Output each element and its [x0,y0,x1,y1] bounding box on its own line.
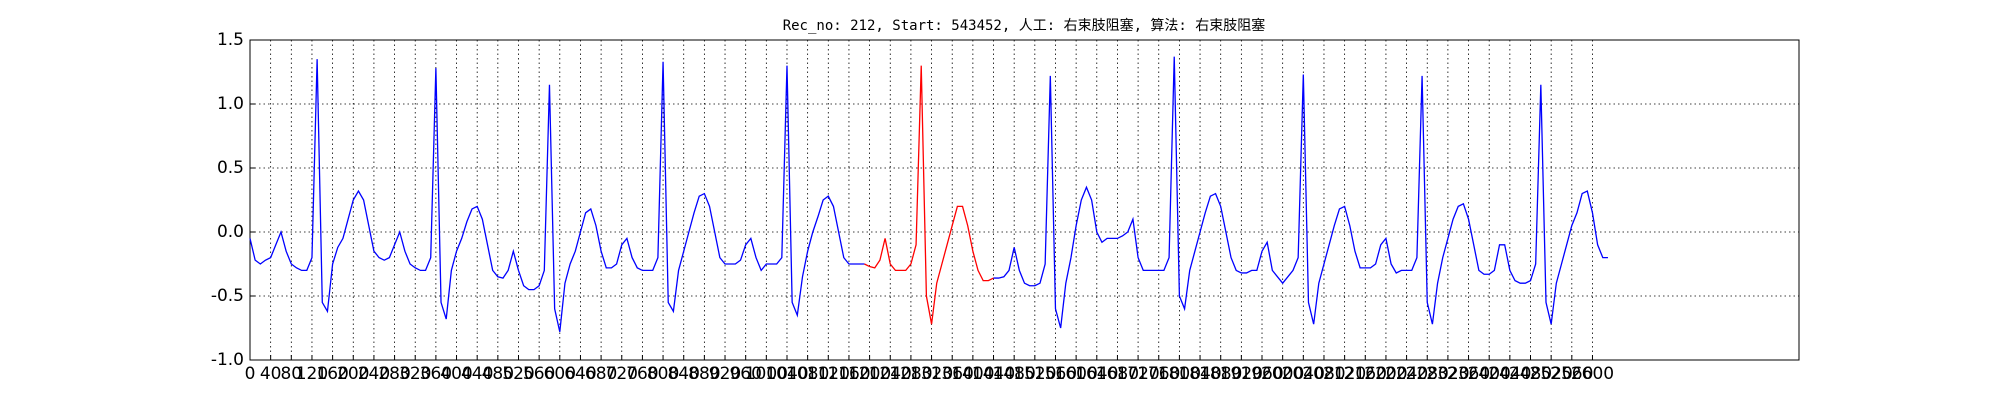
x-tick-label: 2120 [1323,364,1366,384]
x-tick-label: 2200 [1364,364,1407,384]
x-tick-label: 360 [420,364,452,384]
x-tick-label: 2280 [1406,364,1449,384]
x-tick-label: 1560 [1034,364,1077,384]
x-tick-label: 280 [378,364,410,384]
x-tick-label: 1480 [993,364,1036,384]
x-tick-label: 600 [544,364,576,384]
x-tick-label: 2440 [1488,364,1531,384]
x-tick-label: 1160 [827,364,870,384]
x-tick-label: 80 [280,364,302,384]
y-tick-label: -1.0 [211,350,244,370]
x-tick-label: 2560 [1550,364,1593,384]
x-tick-label: 1680 [1096,364,1139,384]
x-tick-label: 0 [245,364,256,384]
x-tick-label: 1960 [1240,364,1283,384]
x-tick-label: 1120 [807,364,850,384]
x-tick-label: 880 [688,364,720,384]
x-tick-label: 1800 [1158,364,1201,384]
x-tick-label: 1520 [1013,364,1056,384]
x-tick-label: 160 [316,364,348,384]
x-tick-label: 760 [626,364,658,384]
y-tick-label: 0.5 [217,158,244,178]
x-tick-label: 480 [482,364,514,384]
y-tick-label: -0.5 [211,286,244,306]
x-tick-label: 400 [440,364,472,384]
x-tick-label: 840 [667,364,699,384]
x-tick-label: 1760 [1137,364,1180,384]
x-tick-label: 1360 [931,364,974,384]
x-tick-label: 240 [358,364,390,384]
x-tick-label: 120 [296,364,328,384]
x-tick-label: 2400 [1468,364,1511,384]
x-tick-label: 1320 [910,364,953,384]
x-tick-label: 640 [564,364,596,384]
x-tick-label: 40 [260,364,282,384]
x-tick-label: 1920 [1220,364,1263,384]
x-tick-label: 560 [523,364,555,384]
x-tick-label: 2040 [1282,364,1325,384]
x-tick-label: 1240 [869,364,912,384]
x-tick-label: 2520 [1530,364,1573,384]
x-tick-label: 1640 [1075,364,1118,384]
x-tick-label: 2320 [1426,364,1469,384]
ecg-line [864,65,994,325]
x-tick-label: 1880 [1199,364,1242,384]
x-tick-label: 1600 [1055,364,1098,384]
ecg-line [249,59,865,332]
x-tick-label: 2080 [1302,364,1345,384]
x-tick-label: 920 [709,364,741,384]
x-tick-label: 720 [606,364,638,384]
x-tick-label: 2000 [1261,364,1304,384]
x-tick-label: 2600 [1571,364,1614,384]
x-tick-label: 1000 [745,364,788,384]
y-tick-label: 0.0 [217,222,244,242]
x-tick-label: 1080 [786,364,829,384]
x-tick-label: 960 [729,364,761,384]
x-tick-label: 2240 [1385,364,1428,384]
x-tick-label: 320 [399,364,431,384]
x-tick-label: 2160 [1344,364,1387,384]
x-tick-label: 800 [647,364,679,384]
x-tick-label: 2360 [1447,364,1490,384]
x-tick-label: 1280 [889,364,932,384]
y-tick-label: 1.0 [217,94,244,114]
y-tick-label: 1.5 [217,30,244,50]
plot-frame [249,39,1800,361]
chart-title: Rec_no: 212, Start: 543452, 人工: 右束肢阻塞, 算… [783,17,1266,34]
x-tick-label: 520 [502,364,534,384]
x-tick-label: 1720 [1116,364,1159,384]
x-tick-label: 440 [461,364,493,384]
x-tick-label: 1400 [951,364,994,384]
x-tick-label: 200 [337,364,369,384]
ecg-line [993,56,1608,329]
x-tick-label: 1840 [1178,364,1221,384]
x-tick-label: 680 [585,364,617,384]
x-tick-label: 1440 [972,364,1015,384]
x-tick-label: 2480 [1509,364,1552,384]
x-tick-label: 1040 [765,364,808,384]
x-tick-label: 1200 [848,364,891,384]
